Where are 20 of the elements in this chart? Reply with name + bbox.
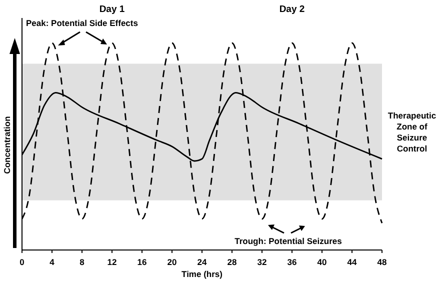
text: Day 2 [279, 4, 305, 15]
x-tick-label: 20 [167, 257, 177, 267]
x-tick-label: 12 [107, 257, 117, 267]
x-tick-label: 36 [287, 257, 297, 267]
x-tick-label: 32 [257, 257, 267, 267]
x-tick-label: 8 [80, 257, 85, 267]
x-tick-label: 16 [137, 257, 147, 267]
x-axis-title: Time (hrs) [182, 269, 223, 279]
x-tick-label: 28 [227, 257, 237, 267]
x-tick-label: 24 [197, 257, 207, 267]
band-label: Therapeutic Zone of Seizure Control [388, 110, 436, 154]
x-tick-label: 40 [317, 257, 327, 267]
x-tick-label: 0 [20, 257, 25, 267]
y-axis-title: Concentration [2, 116, 12, 174]
x-tick-label: 4 [50, 257, 55, 267]
text: Day 1 [99, 4, 126, 15]
x-tick-label: 44 [347, 257, 357, 267]
x-tick-label: 48 [377, 257, 387, 267]
annotation: Trough: Potential Seizures [234, 236, 342, 246]
text: Peak: Potential Side Effects [26, 18, 138, 28]
